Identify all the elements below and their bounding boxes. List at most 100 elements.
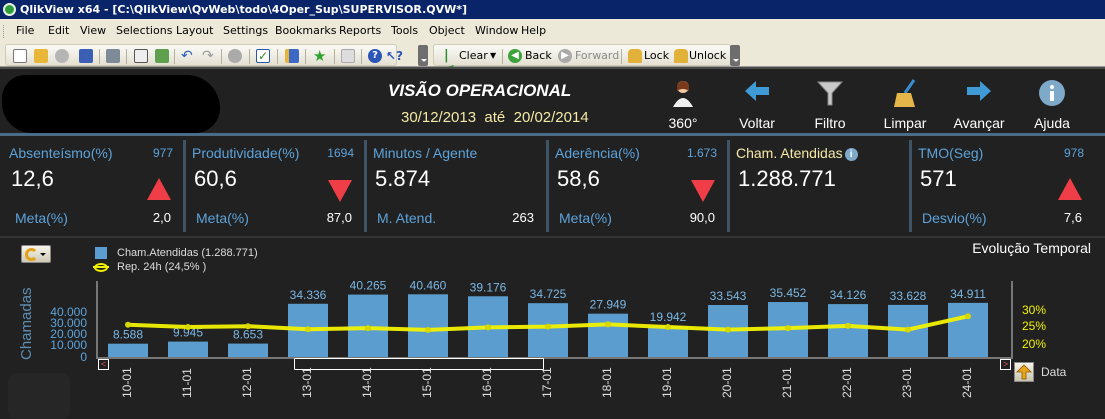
bar[interactable] bbox=[108, 343, 148, 357]
menu-bookmarks[interactable]: Bookmarks bbox=[275, 24, 337, 37]
line-point[interactable] bbox=[485, 324, 491, 331]
menu-layout[interactable]: Layout bbox=[176, 24, 214, 37]
toolbar-separator bbox=[221, 49, 222, 64]
window-titlebar: QlikView x64 - [C:\QlikView\QvWeb\todo\4… bbox=[0, 0, 1105, 19]
arrow-up-icon bbox=[1016, 364, 1032, 380]
reload-data-icon[interactable] bbox=[155, 49, 169, 63]
menu-reports[interactable]: Reports bbox=[339, 24, 382, 37]
bar[interactable] bbox=[948, 302, 988, 357]
line-point[interactable] bbox=[965, 313, 971, 320]
line-point[interactable] bbox=[605, 321, 611, 328]
unlock-button[interactable]: Unlock bbox=[689, 49, 727, 62]
bar[interactable] bbox=[168, 341, 208, 357]
lock-icon[interactable] bbox=[628, 49, 642, 63]
kpi-chamadas-atendidas[interactable]: Cham. Atendidas i 1.288.771 bbox=[727, 140, 909, 232]
line-point[interactable] bbox=[905, 326, 911, 333]
bar[interactable] bbox=[408, 294, 448, 357]
forward-icon[interactable]: ▶ bbox=[558, 49, 572, 63]
line-point[interactable] bbox=[845, 322, 851, 329]
scroll-left-button[interactable]: < bbox=[98, 359, 109, 370]
unlock-icon[interactable] bbox=[674, 49, 688, 63]
kpi-sub-label: Meta(%) bbox=[15, 210, 68, 226]
selections-check-icon[interactable]: ✓ bbox=[256, 49, 270, 63]
360-view-button[interactable]: 360° bbox=[648, 77, 718, 135]
line-point[interactable] bbox=[785, 325, 791, 332]
kpi-value: 1.288.771 bbox=[738, 166, 836, 191]
open-folder-icon[interactable] bbox=[34, 49, 48, 63]
help-icon[interactable]: ? bbox=[368, 49, 382, 63]
menu-settings[interactable]: Settings bbox=[223, 24, 269, 37]
print-icon[interactable] bbox=[106, 49, 120, 63]
scroll-right-button[interactable]: > bbox=[1000, 359, 1011, 370]
lock-button[interactable]: Lock bbox=[644, 49, 670, 62]
line-point[interactable] bbox=[665, 323, 671, 330]
ajuda-label: Ajuda bbox=[1034, 115, 1070, 131]
clear-button[interactable]: Clear bbox=[459, 49, 488, 62]
line-point[interactable] bbox=[245, 323, 251, 330]
menu-view[interactable]: View bbox=[80, 24, 107, 37]
kpi-tmo[interactable]: TMO(Seg) 978 571 Desvio(%) 7,6 bbox=[909, 140, 1094, 232]
toolbar-separator bbox=[126, 49, 127, 64]
kpi-produtividade[interactable]: Produtividade(%) 1694 60,6 Meta(%) 87,0 bbox=[183, 140, 364, 232]
line-point[interactable] bbox=[365, 325, 371, 332]
qlikview-app-icon bbox=[3, 3, 16, 16]
redo-icon[interactable]: ↷ bbox=[202, 48, 214, 64]
forward-button[interactable]: Forward bbox=[575, 49, 620, 62]
ajuda-button[interactable]: Ajuda bbox=[1017, 77, 1087, 135]
kpi-minutos-agente[interactable]: Minutos / Agente 5.874 M. Atend. 263 bbox=[364, 140, 546, 232]
bar[interactable] bbox=[588, 313, 628, 357]
info-icon[interactable]: i bbox=[844, 148, 858, 161]
menu-help[interactable]: Help bbox=[521, 24, 547, 37]
context-help-icon[interactable]: ↖? bbox=[386, 49, 404, 63]
toolbar-overflow-button[interactable] bbox=[418, 45, 428, 66]
search-icon[interactable] bbox=[228, 49, 242, 63]
bar[interactable] bbox=[828, 304, 868, 357]
new-chart-icon[interactable] bbox=[285, 49, 299, 63]
bar-value-label: 35.452 bbox=[770, 286, 807, 300]
line-point[interactable] bbox=[725, 326, 731, 333]
new-document-icon[interactable] bbox=[13, 49, 27, 63]
menu-file[interactable]: File bbox=[16, 24, 35, 37]
bar[interactable] bbox=[528, 303, 568, 357]
x-tick: 22-01 bbox=[840, 367, 854, 398]
y-tick: 10.000 bbox=[50, 338, 87, 352]
cycle-chart-button[interactable] bbox=[21, 245, 51, 263]
edit-script-icon[interactable] bbox=[134, 49, 148, 63]
line-point[interactable] bbox=[185, 323, 191, 330]
bar[interactable] bbox=[228, 343, 268, 357]
chart-scrollbar[interactable] bbox=[294, 358, 544, 370]
clear-dropdown-arrow[interactable]: ▼ bbox=[490, 51, 497, 60]
save-icon[interactable] bbox=[79, 49, 93, 63]
avancar-button[interactable]: Avançar bbox=[944, 77, 1014, 135]
limpar-button[interactable]: Limpar bbox=[870, 77, 940, 135]
menu-grip[interactable] bbox=[3, 25, 5, 38]
bar[interactable] bbox=[648, 326, 688, 357]
edit-object-icon[interactable] bbox=[341, 49, 355, 63]
menu-window[interactable]: Window bbox=[475, 24, 519, 37]
kpi-absenteismo[interactable]: Absenteísmo(%) 977 12,6 Meta(%) 2,0 bbox=[0, 140, 183, 232]
voltar-button[interactable]: Voltar bbox=[722, 77, 792, 135]
x-tick: 15-01 bbox=[420, 367, 434, 398]
legend-bar-label: Cham.Atendidas (1.288.771) bbox=[117, 247, 258, 259]
info-icon bbox=[1039, 80, 1065, 106]
bookmark-star-icon[interactable]: ★ bbox=[313, 47, 327, 65]
legend-item-bars[interactable]: Cham.Atendidas (1.288.771) bbox=[95, 247, 258, 261]
menu-edit[interactable]: Edit bbox=[48, 24, 70, 37]
back-icon[interactable]: ◀ bbox=[508, 49, 522, 63]
line-point[interactable] bbox=[305, 326, 311, 333]
undo-icon[interactable]: ↶ bbox=[181, 48, 193, 64]
filtro-button[interactable]: Filtro bbox=[795, 77, 865, 135]
sort-button[interactable] bbox=[1014, 362, 1034, 382]
toolbar-overflow-button[interactable] bbox=[730, 45, 740, 66]
menu-object[interactable]: Object bbox=[429, 24, 465, 37]
line-point[interactable] bbox=[545, 323, 551, 330]
line-point[interactable] bbox=[425, 326, 431, 333]
back-button[interactable]: Back bbox=[525, 49, 552, 62]
line-point[interactable] bbox=[125, 321, 131, 328]
kpi-aderencia[interactable]: Aderência(%) 1.673 58,6 Meta(%) 90,0 bbox=[546, 140, 727, 232]
menu-selections[interactable]: Selections bbox=[116, 24, 173, 37]
legend-item-line[interactable]: Rep. 24h (24,5% ) bbox=[93, 261, 258, 275]
reload-icon[interactable] bbox=[55, 49, 69, 63]
menu-tools[interactable]: Tools bbox=[391, 24, 419, 37]
bar-value-label: 40.265 bbox=[350, 279, 387, 293]
